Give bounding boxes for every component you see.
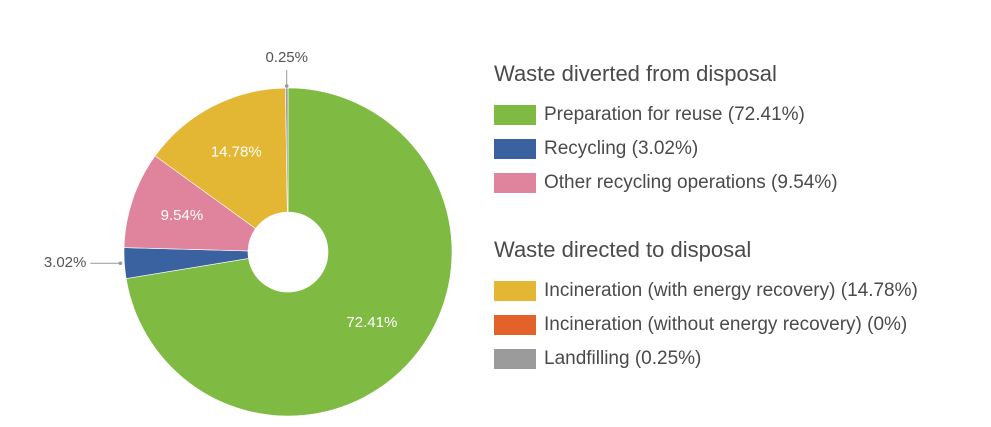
- legend-swatch: [494, 173, 536, 193]
- legend-title-diverted: Waste diverted from disposal: [494, 61, 777, 86]
- slice-label-preparation-for-reuse: 72.41%: [346, 314, 397, 331]
- legend-swatch: [494, 281, 536, 301]
- legend-group-diverted: Waste diverted from disposal Preparation…: [494, 60, 838, 200]
- legend-label: Landfilling (0.25%): [544, 348, 702, 369]
- legend-label: Recycling (3.02%): [544, 138, 699, 159]
- legend-item-recycling: Recycling (3.02%): [494, 132, 838, 166]
- legend-swatch: [494, 315, 536, 335]
- slice-incineration-with-recovery: [154, 87, 288, 229]
- leader-line-recycling-dot: [118, 261, 123, 266]
- legend-label: Incineration (without energy recovery) (…: [544, 314, 908, 335]
- legend-item-incineration-without-recovery: Incineration (without energy recovery) (…: [494, 308, 918, 342]
- slice-preparation-for-reuse: [125, 87, 453, 417]
- legend-label: Preparation for reuse (72.41%): [544, 104, 805, 125]
- slice-other-recycling: [123, 155, 257, 252]
- legend-swatch: [494, 105, 536, 125]
- legend-item-preparation-for-reuse: Preparation for reuse (72.41%): [494, 98, 838, 132]
- legend-swatch: [494, 349, 536, 369]
- slice-landfilling: [285, 87, 289, 213]
- legend-item-landfilling: Landfilling (0.25%): [494, 342, 918, 376]
- slice-label-incineration-with-recovery: 14.78%: [211, 144, 262, 161]
- legend-label: Other recycling operations (9.54%): [544, 172, 838, 193]
- slice-label-landfilling: 0.25%: [265, 49, 308, 66]
- slice-label-other-recycling: 9.54%: [161, 207, 204, 224]
- legend-group-directed: Waste directed to disposal Incineration …: [494, 236, 918, 376]
- leader-line-landfilling-dot: [284, 84, 289, 88]
- slice-label-recycling: 3.02%: [44, 254, 87, 271]
- legend-label: Incineration (with energy recovery) (14.…: [544, 280, 918, 301]
- legend-item-other-recycling: Other recycling operations (9.54%): [494, 166, 838, 200]
- donut-chart: 72.41% 9.54% 14.78% 3.02% 0.25%: [44, 49, 453, 417]
- legend-title-directed: Waste directed to disposal: [494, 237, 752, 262]
- legend-swatch: [494, 139, 536, 159]
- legend-item-incineration-with-recovery: Incineration (with energy recovery) (14.…: [494, 274, 918, 308]
